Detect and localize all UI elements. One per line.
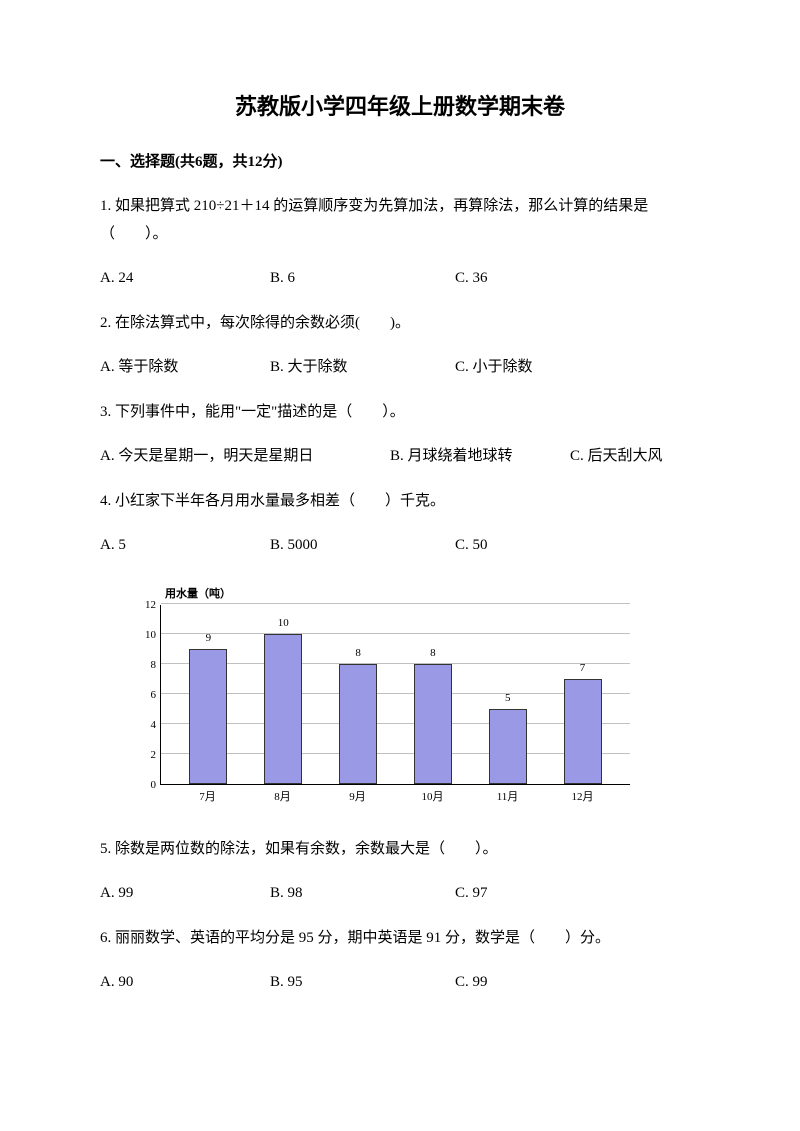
q5-option-b: B. 98: [270, 882, 455, 905]
x-tick: 10月: [408, 789, 458, 806]
q2-option-a: A. 等于除数: [100, 356, 270, 379]
q1-option-c: C. 36: [455, 267, 488, 290]
q3-option-c: C. 后天刮大风: [570, 445, 663, 468]
bar-wrap: 10: [258, 615, 308, 784]
x-tick: 9月: [333, 789, 383, 806]
bar-value: 9: [206, 630, 212, 647]
bar: [414, 664, 452, 784]
bar-wrap: 9: [183, 630, 233, 784]
bar-wrap: 7: [558, 660, 608, 784]
question-4: 4. 小红家下半年各月用水量最多相差（ ）千克。: [100, 487, 700, 516]
question-2: 2. 在除法算式中，每次除得的余数必须( )。: [100, 309, 700, 338]
bar: [489, 709, 527, 784]
bar-value: 10: [278, 615, 289, 632]
page-title: 苏教版小学四年级上册数学期末卷: [100, 90, 700, 123]
q1-option-b: B. 6: [270, 267, 455, 290]
q6-option-a: A. 90: [100, 971, 270, 994]
question-5: 5. 除数是两位数的除法，如果有余数，余数最大是（ ）。: [100, 835, 700, 864]
question-3-options: A. 今天是星期一，明天是星期日 B. 月球绕着地球转 C. 后天刮大风: [100, 445, 700, 468]
water-usage-chart: 用水量（吨） 121086420 9 10 8 8 5 7 7月 8月 9月 10月 11月 12月: [130, 586, 630, 805]
q4-option-c: C. 50: [455, 534, 488, 557]
q2-option-c: C. 小于除数: [455, 356, 533, 379]
q6-option-b: B. 95: [270, 971, 455, 994]
bar-value: 7: [580, 660, 586, 677]
bar-value: 5: [505, 690, 511, 707]
x-tick: 12月: [558, 789, 608, 806]
chart-y-axis: 121086420: [130, 605, 160, 785]
chart-ylabel: 用水量（吨）: [165, 586, 630, 603]
bar: [339, 664, 377, 784]
q6-option-c: C. 99: [455, 971, 488, 994]
q4-option-b: B. 5000: [270, 534, 455, 557]
q3-option-b: B. 月球绕着地球转: [390, 445, 570, 468]
q2-option-b: B. 大于除数: [270, 356, 455, 379]
q3-option-a: A. 今天是星期一，明天是星期日: [100, 445, 390, 468]
bar-wrap: 8: [408, 645, 458, 784]
x-tick: 8月: [258, 789, 308, 806]
x-tick: 11月: [483, 789, 533, 806]
question-6-options: A. 90 B. 95 C. 99: [100, 971, 700, 994]
bar-value: 8: [355, 645, 361, 662]
bar-value: 8: [430, 645, 436, 662]
bar-wrap: 5: [483, 690, 533, 784]
bar: [264, 634, 302, 784]
bar: [564, 679, 602, 784]
chart-plot-area: 9 10 8 8 5 7: [160, 605, 630, 785]
section-header: 一、选择题(共6题，共12分): [100, 151, 700, 174]
q5-option-c: C. 97: [455, 882, 488, 905]
question-6: 6. 丽丽数学、英语的平均分是 95 分，期中英语是 91 分，数学是（ ）分。: [100, 924, 700, 953]
question-4-options: A. 5 B. 5000 C. 50: [100, 534, 700, 557]
question-1: 1. 如果把算式 210÷21＋14 的运算顺序变为先算加法，再算除法，那么计算…: [100, 192, 700, 249]
chart-x-axis: 7月 8月 9月 10月 11月 12月: [160, 789, 630, 806]
x-tick: 7月: [183, 789, 233, 806]
q4-option-a: A. 5: [100, 534, 270, 557]
bar: [189, 649, 227, 784]
question-1-options: A. 24 B. 6 C. 36: [100, 267, 700, 290]
q1-option-a: A. 24: [100, 267, 270, 290]
q5-option-a: A. 99: [100, 882, 270, 905]
question-3: 3. 下列事件中，能用"一定"描述的是（ ）。: [100, 398, 700, 427]
gridline: [161, 603, 630, 604]
question-5-options: A. 99 B. 98 C. 97: [100, 882, 700, 905]
question-2-options: A. 等于除数 B. 大于除数 C. 小于除数: [100, 356, 700, 379]
bar-wrap: 8: [333, 645, 383, 784]
